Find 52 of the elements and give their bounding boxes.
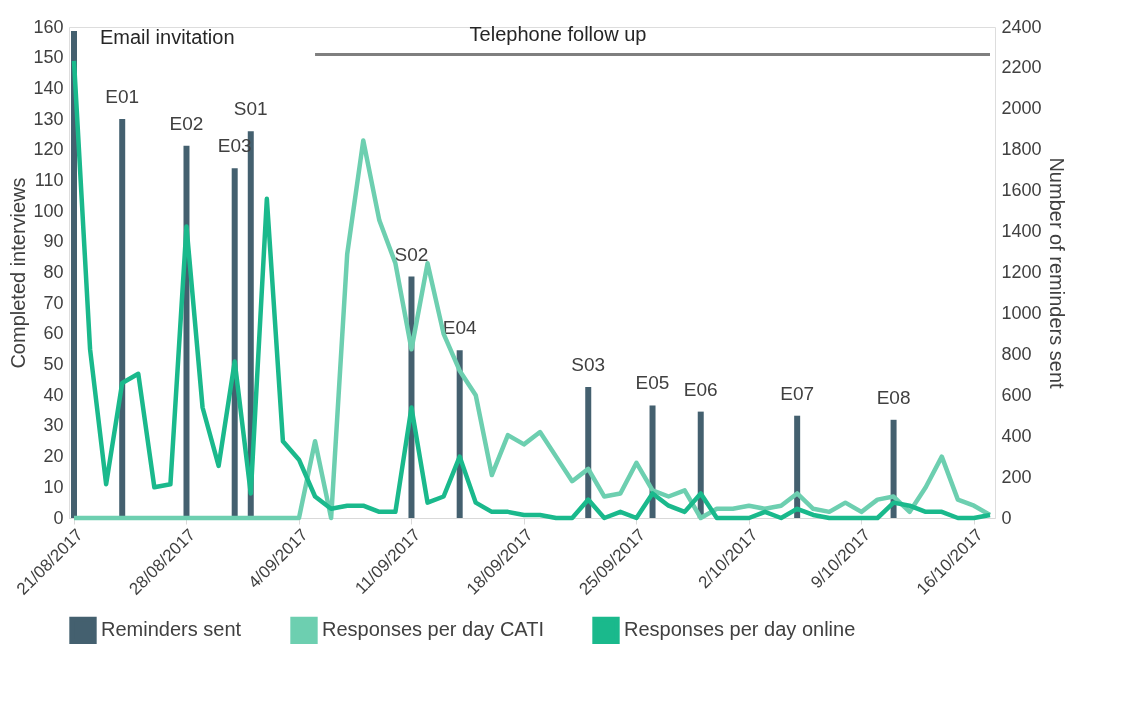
bar	[119, 119, 126, 518]
y-axis-title: Completed interviews	[7, 177, 30, 369]
y-tick-label: 100	[33, 200, 64, 221]
y-tick-label: 10	[43, 476, 64, 497]
legend-label: Responses per day online	[624, 618, 856, 641]
y2-tick-label: 400	[1001, 425, 1032, 446]
data-label: E07	[780, 382, 815, 404]
y2-tick-label: 1200	[1001, 262, 1042, 282]
y2-tick-label: 800	[1001, 343, 1032, 364]
data-label: E05	[635, 372, 670, 394]
data-label: E02	[169, 112, 204, 134]
y-tick-label: 20	[43, 446, 64, 467]
data-label: S03	[571, 354, 606, 376]
data-label: E08	[876, 386, 911, 408]
bar	[71, 31, 77, 518]
y-tick-label: 90	[43, 231, 64, 252]
y-tick-label: 150	[33, 47, 64, 68]
y2-tick-label: 600	[1001, 384, 1032, 405]
annotation: Telephone follow up	[469, 22, 647, 45]
y-tick-label: 50	[43, 354, 64, 375]
y2-tick-label: 1800	[1001, 139, 1042, 160]
y-tick-label: 160	[33, 16, 64, 37]
y-tick-label: 110	[34, 169, 64, 190]
data-label: E06	[683, 378, 718, 400]
y2-axis-title: Number of reminders sent	[1045, 157, 1068, 390]
data-label: E04	[442, 317, 478, 339]
y-tick-label: 120	[33, 139, 64, 160]
y-tick-label: 0	[53, 507, 64, 528]
line-series	[71, 58, 993, 521]
y2-tick-label: 1400	[1001, 221, 1042, 242]
y2-tick-label: 200	[1001, 466, 1032, 487]
y2-tick-label: 0	[1001, 507, 1012, 528]
y2-tick-label: 1600	[1001, 180, 1042, 201]
data-label: S01	[233, 98, 268, 120]
y2-tick-label: 2200	[1001, 57, 1042, 78]
y-tick-label: 130	[33, 108, 64, 129]
data-label: S02	[394, 243, 429, 265]
bar	[231, 168, 238, 518]
y-tick-label: 60	[43, 323, 64, 344]
legend-label: Reminders sent	[101, 618, 242, 641]
y-tick-label: 40	[43, 384, 64, 405]
y-tick-label: 80	[43, 262, 64, 282]
y2-tick-label: 2400	[1001, 16, 1042, 37]
y-tick-label: 70	[43, 292, 64, 313]
data-label: E01	[105, 86, 140, 108]
y2-tick-label: 1000	[1001, 302, 1042, 323]
line-series	[71, 138, 993, 521]
y-tick-label: 140	[33, 77, 64, 98]
y2-tick-label: 2000	[1001, 98, 1042, 119]
annotation: Email invitation	[100, 25, 235, 48]
legend-label: Responses per day CATI	[322, 618, 544, 641]
y-tick-label: 30	[43, 415, 64, 436]
